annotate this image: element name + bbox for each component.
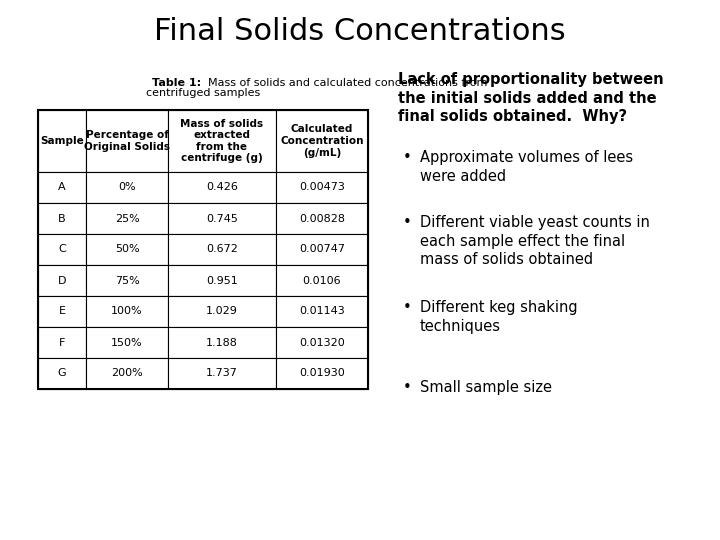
Text: •: • bbox=[403, 380, 412, 395]
Bar bbox=[276, 327, 368, 358]
Text: E: E bbox=[58, 307, 66, 316]
Text: 0.01320: 0.01320 bbox=[299, 338, 345, 348]
Bar bbox=[38, 296, 86, 327]
Text: 1.188: 1.188 bbox=[206, 338, 238, 348]
Text: 200%: 200% bbox=[111, 368, 143, 379]
Bar bbox=[168, 265, 276, 296]
Bar bbox=[86, 327, 168, 358]
Bar bbox=[38, 234, 86, 265]
Text: 0.00747: 0.00747 bbox=[299, 245, 345, 254]
Text: 0.745: 0.745 bbox=[206, 213, 238, 224]
Text: D: D bbox=[58, 275, 66, 286]
Bar bbox=[276, 265, 368, 296]
Text: Different viable yeast counts in
each sample effect the final
mass of solids obt: Different viable yeast counts in each sa… bbox=[420, 215, 650, 267]
Text: •: • bbox=[403, 215, 412, 230]
Text: Final Solids Concentrations: Final Solids Concentrations bbox=[154, 17, 566, 46]
Text: Small sample size: Small sample size bbox=[420, 380, 552, 395]
Bar bbox=[38, 110, 86, 172]
Bar bbox=[86, 172, 168, 203]
Bar bbox=[86, 110, 168, 172]
Bar bbox=[276, 110, 368, 172]
Text: Lack of proportionality between
the initial solids added and the
final solids ob: Lack of proportionality between the init… bbox=[398, 72, 664, 124]
Text: 0%: 0% bbox=[118, 183, 136, 192]
Text: 1.737: 1.737 bbox=[206, 368, 238, 379]
Text: Table 1:: Table 1: bbox=[152, 78, 201, 88]
Text: Mass of solids and calculated concentrations from: Mass of solids and calculated concentrat… bbox=[201, 78, 487, 88]
Bar bbox=[276, 234, 368, 265]
Bar bbox=[168, 203, 276, 234]
Bar bbox=[168, 110, 276, 172]
Bar bbox=[86, 358, 168, 389]
Bar bbox=[86, 234, 168, 265]
Bar bbox=[38, 265, 86, 296]
Text: 75%: 75% bbox=[114, 275, 140, 286]
Text: A: A bbox=[58, 183, 66, 192]
Text: 25%: 25% bbox=[114, 213, 140, 224]
Text: Mass of solids
extracted
from the
centrifuge (g): Mass of solids extracted from the centri… bbox=[181, 119, 264, 164]
Bar bbox=[38, 327, 86, 358]
Bar bbox=[38, 172, 86, 203]
Bar bbox=[276, 172, 368, 203]
Bar bbox=[38, 358, 86, 389]
Text: 100%: 100% bbox=[111, 307, 143, 316]
Bar bbox=[86, 203, 168, 234]
Text: •: • bbox=[403, 300, 412, 315]
Bar bbox=[168, 358, 276, 389]
Text: Approximate volumes of lees
were added: Approximate volumes of lees were added bbox=[420, 150, 633, 184]
Bar bbox=[276, 296, 368, 327]
Text: 50%: 50% bbox=[114, 245, 139, 254]
Text: F: F bbox=[59, 338, 66, 348]
Bar bbox=[168, 296, 276, 327]
Bar bbox=[86, 296, 168, 327]
Bar bbox=[38, 110, 368, 389]
Text: 0.00828: 0.00828 bbox=[299, 213, 345, 224]
Text: 150%: 150% bbox=[111, 338, 143, 348]
Bar bbox=[38, 203, 86, 234]
Text: centrifuged samples: centrifuged samples bbox=[146, 88, 260, 98]
Bar bbox=[276, 358, 368, 389]
Text: Calculated
Concentration
(g/mL): Calculated Concentration (g/mL) bbox=[280, 124, 364, 158]
Text: C: C bbox=[58, 245, 66, 254]
Text: 1.029: 1.029 bbox=[206, 307, 238, 316]
Bar bbox=[168, 234, 276, 265]
Text: Percentage of
Original Solids: Percentage of Original Solids bbox=[84, 130, 170, 152]
Text: •: • bbox=[403, 150, 412, 165]
Bar bbox=[168, 327, 276, 358]
Text: B: B bbox=[58, 213, 66, 224]
Text: G: G bbox=[58, 368, 66, 379]
Text: 0.0106: 0.0106 bbox=[302, 275, 341, 286]
Text: Sample: Sample bbox=[40, 136, 84, 146]
Bar bbox=[168, 172, 276, 203]
Bar bbox=[86, 265, 168, 296]
Text: 0.426: 0.426 bbox=[206, 183, 238, 192]
Text: 0.951: 0.951 bbox=[206, 275, 238, 286]
Text: 0.672: 0.672 bbox=[206, 245, 238, 254]
Bar bbox=[276, 203, 368, 234]
Text: 0.01143: 0.01143 bbox=[299, 307, 345, 316]
Text: 0.01930: 0.01930 bbox=[299, 368, 345, 379]
Text: 0.00473: 0.00473 bbox=[299, 183, 345, 192]
Text: Different keg shaking
techniques: Different keg shaking techniques bbox=[420, 300, 577, 334]
